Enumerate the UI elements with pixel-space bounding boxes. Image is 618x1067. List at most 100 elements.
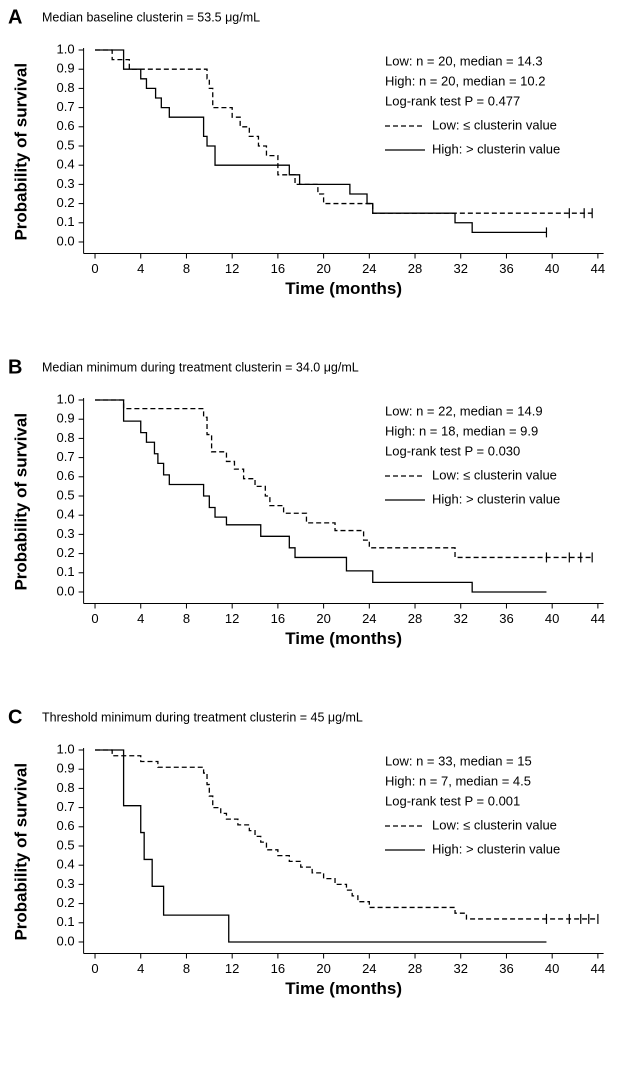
survival-curve xyxy=(95,49,547,234)
y-tick-label: 0.7 xyxy=(57,449,75,464)
survival-curve xyxy=(95,49,593,214)
survival-curve xyxy=(95,399,547,593)
x-tick-label: 44 xyxy=(591,611,605,626)
x-tick-label: 16 xyxy=(271,261,285,276)
x-tick-label: 24 xyxy=(362,611,376,626)
legend-label: Low: ≤ clusterin value xyxy=(432,467,557,482)
survival-curve xyxy=(95,399,593,559)
x-tick-label: 8 xyxy=(183,261,190,276)
y-tick-label: 0.6 xyxy=(57,118,75,133)
y-tick-label: 0.9 xyxy=(57,411,75,426)
y-tick-label: 0.0 xyxy=(57,233,75,248)
x-tick-label: 0 xyxy=(91,961,98,976)
x-tick-label: 40 xyxy=(545,961,559,976)
chart-title: Median baseline clusterin = 53.5 μg/mL xyxy=(42,10,260,24)
x-tick-label: 20 xyxy=(316,961,330,976)
annotation: High: n = 20, median = 10.2 xyxy=(385,73,545,88)
x-tick-label: 8 xyxy=(183,961,190,976)
x-axis-label: Time (months) xyxy=(285,979,402,998)
x-tick-label: 44 xyxy=(591,961,605,976)
annotation: Log-rank test P = 0.477 xyxy=(385,93,520,108)
panel-label: C xyxy=(8,706,22,728)
x-tick-label: 12 xyxy=(225,961,239,976)
legend-label: High: > clusterin value xyxy=(432,491,560,506)
x-tick-label: 0 xyxy=(91,611,98,626)
survival-curve xyxy=(95,749,547,943)
y-tick-label: 0.3 xyxy=(57,526,75,541)
y-tick-label: 0.9 xyxy=(57,61,75,76)
y-tick-label: 0.1 xyxy=(57,214,75,229)
y-tick-label: 0.0 xyxy=(57,933,75,948)
y-tick-label: 0.8 xyxy=(57,780,75,795)
y-tick-label: 0.6 xyxy=(57,468,75,483)
x-tick-label: 32 xyxy=(454,961,468,976)
annotation: Low: n = 22, median = 14.9 xyxy=(385,403,543,418)
chart-title: Median minimum during treatment clusteri… xyxy=(42,360,359,374)
chart-title: Threshold minimum during treatment clust… xyxy=(42,710,363,724)
x-tick-label: 4 xyxy=(137,261,144,276)
x-tick-label: 20 xyxy=(316,261,330,276)
y-tick-label: 0.9 xyxy=(57,761,75,776)
y-tick-label: 0.4 xyxy=(57,507,75,522)
y-tick-label: 1.0 xyxy=(57,41,75,56)
panel-label: A xyxy=(8,6,22,28)
y-tick-label: 0.8 xyxy=(57,80,75,95)
y-tick-label: 1.0 xyxy=(57,391,75,406)
x-tick-label: 8 xyxy=(183,611,190,626)
y-tick-label: 0.2 xyxy=(57,195,75,210)
legend-label: Low: ≤ clusterin value xyxy=(432,817,557,832)
annotation: Log-rank test P = 0.001 xyxy=(385,793,520,808)
x-tick-label: 36 xyxy=(499,261,513,276)
y-tick-label: 0.5 xyxy=(57,487,75,502)
y-tick-label: 0.1 xyxy=(57,564,75,579)
y-tick-label: 0.4 xyxy=(57,157,75,172)
y-tick-label: 0.2 xyxy=(57,545,75,560)
y-tick-label: 0.5 xyxy=(57,837,75,852)
x-tick-label: 32 xyxy=(454,261,468,276)
x-tick-label: 28 xyxy=(408,261,422,276)
x-tick-label: 16 xyxy=(271,961,285,976)
x-tick-label: 32 xyxy=(454,611,468,626)
x-tick-label: 44 xyxy=(591,261,605,276)
x-axis-label: Time (months) xyxy=(285,279,402,298)
annotation: High: n = 7, median = 4.5 xyxy=(385,773,531,788)
x-tick-label: 40 xyxy=(545,611,559,626)
x-tick-label: 24 xyxy=(362,961,376,976)
legend-label: Low: ≤ clusterin value xyxy=(432,117,557,132)
y-tick-label: 0.3 xyxy=(57,876,75,891)
x-tick-label: 20 xyxy=(316,611,330,626)
x-tick-label: 36 xyxy=(499,961,513,976)
y-tick-label: 1.0 xyxy=(57,741,75,756)
y-tick-label: 0.7 xyxy=(57,99,75,114)
legend-label: High: > clusterin value xyxy=(432,141,560,156)
y-tick-label: 0.3 xyxy=(57,176,75,191)
x-tick-label: 24 xyxy=(362,261,376,276)
x-tick-label: 28 xyxy=(408,611,422,626)
x-tick-label: 12 xyxy=(225,611,239,626)
survival-curve xyxy=(95,749,598,920)
legend-label: High: > clusterin value xyxy=(432,841,560,856)
x-tick-label: 0 xyxy=(91,261,98,276)
x-tick-label: 28 xyxy=(408,961,422,976)
x-tick-label: 12 xyxy=(225,261,239,276)
annotation: Low: n = 20, median = 14.3 xyxy=(385,53,543,68)
y-axis-label: Probability of survival xyxy=(11,413,30,591)
annotation: High: n = 18, median = 9.9 xyxy=(385,423,538,438)
x-tick-label: 16 xyxy=(271,611,285,626)
annotation: Log-rank test P = 0.030 xyxy=(385,443,520,458)
y-tick-label: 0.2 xyxy=(57,895,75,910)
y-tick-label: 0.0 xyxy=(57,583,75,598)
x-tick-label: 4 xyxy=(137,961,144,976)
y-tick-label: 0.1 xyxy=(57,914,75,929)
y-axis-label: Probability of survival xyxy=(11,63,30,241)
x-tick-label: 40 xyxy=(545,261,559,276)
panel-label: B xyxy=(8,356,22,378)
x-axis-label: Time (months) xyxy=(285,629,402,648)
y-tick-label: 0.4 xyxy=(57,857,75,872)
x-tick-label: 36 xyxy=(499,611,513,626)
annotation: Low: n = 33, median = 15 xyxy=(385,753,532,768)
y-tick-label: 0.7 xyxy=(57,799,75,814)
y-axis-label: Probability of survival xyxy=(11,763,30,941)
